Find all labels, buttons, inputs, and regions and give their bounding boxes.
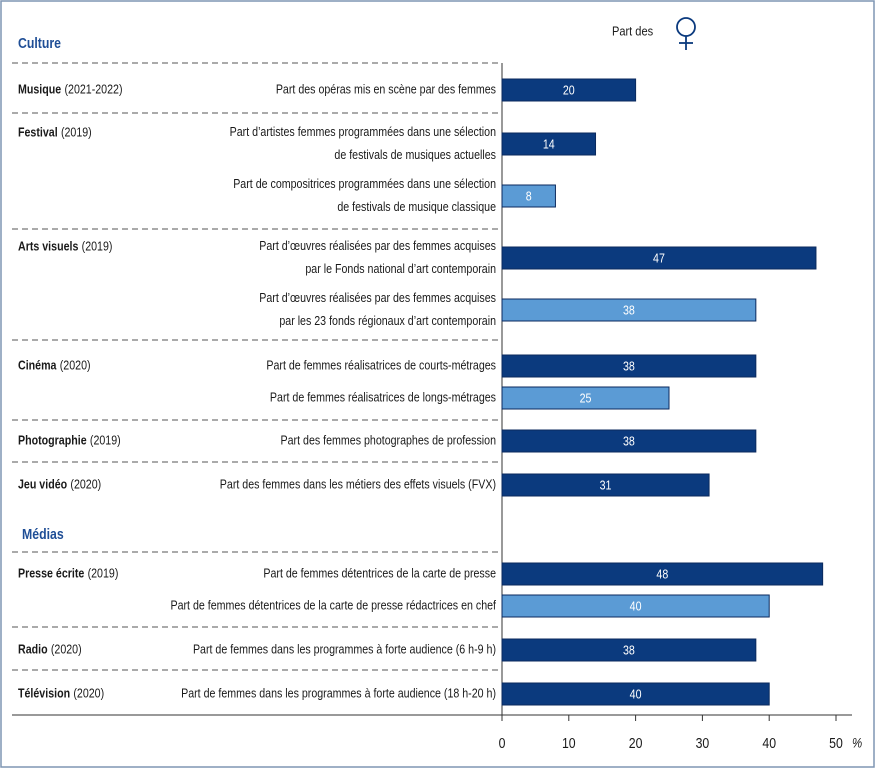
group-label: Festival (2019) <box>18 124 92 139</box>
bar <box>501 184 556 208</box>
group-label: Cinéma (2020) <box>18 357 91 372</box>
bar <box>501 562 824 586</box>
bar <box>501 386 670 410</box>
row-label: Part de femmes détentrices de la carte d… <box>170 597 496 612</box>
section-title: Médias <box>22 526 64 542</box>
row-label: Part de femmes dans les programmes à for… <box>193 641 496 656</box>
group-period: (2020) <box>73 685 104 700</box>
bar <box>501 354 757 378</box>
bar <box>501 298 757 322</box>
group-name: Presse écrite <box>18 565 85 580</box>
row-label: Part de compositrices programmées dans u… <box>233 176 496 191</box>
group-period: (2021-2022) <box>64 81 122 96</box>
row-label: Part des femmes photographes de professi… <box>281 432 496 447</box>
group-name: Radio <box>18 641 48 656</box>
value-label: 25 <box>580 390 592 405</box>
row-label: Part de femmes réalisatrices de longs-mé… <box>270 389 496 404</box>
x-tick-label: 30 <box>696 735 710 751</box>
value-label: 38 <box>623 302 635 317</box>
group-label: Arts visuels (2019) <box>18 238 112 253</box>
value-label: 31 <box>600 477 612 492</box>
row-label: de festivals de musique classique <box>337 199 496 214</box>
value-label: 48 <box>656 566 668 581</box>
legend-label: Part des <box>612 24 653 39</box>
value-label: 14 <box>543 136 555 151</box>
x-tick-label: 20 <box>629 735 643 751</box>
group-name: Photographie <box>18 432 87 447</box>
section-title: Culture <box>18 35 61 51</box>
bar <box>501 682 770 706</box>
group-period: (2019) <box>82 238 113 253</box>
row-label: Part d’artistes femmes programmées dans … <box>230 124 496 139</box>
value-label: 38 <box>623 358 635 373</box>
value-label: 47 <box>653 250 665 265</box>
group-label: Jeu vidéo (2020) <box>18 476 101 491</box>
group-period: (2020) <box>70 476 101 491</box>
row-label: Part d’œuvres réalisées par des femmes a… <box>259 238 496 253</box>
x-tick-label: 40 <box>762 735 776 751</box>
group-label: Photographie (2019) <box>18 432 121 447</box>
female-symbol <box>676 17 696 50</box>
group-period: (2020) <box>51 641 82 656</box>
x-unit: % <box>852 735 862 751</box>
row-label: Part des femmes dans les métiers des eff… <box>220 476 496 491</box>
row-label: Part des opéras mis en scène par des fem… <box>276 81 496 96</box>
group-label: Presse écrite (2019) <box>18 565 118 580</box>
bar <box>501 78 637 102</box>
value-label: 38 <box>623 433 635 448</box>
value-label: 20 <box>563 82 575 97</box>
group-name: Télévision <box>18 685 70 700</box>
group-period: (2019) <box>90 432 121 447</box>
group-label: Radio (2020) <box>18 641 82 656</box>
x-tick-label: 50 <box>829 735 843 751</box>
row-label: Part de femmes détentrices de la carte d… <box>263 565 496 580</box>
value-label: 8 <box>526 188 532 203</box>
group-name: Festival <box>18 124 58 139</box>
x-tick-label: 0 <box>499 735 506 751</box>
group-period: (2019) <box>88 565 119 580</box>
value-label: 40 <box>630 598 642 613</box>
row-label: Part de femmes dans les programmes à for… <box>181 685 496 700</box>
group-name: Arts visuels <box>18 238 79 253</box>
bar <box>501 594 770 618</box>
row-label: par le Fonds national d’art contemporain <box>305 261 496 276</box>
group-label: Musique (2021-2022) <box>18 81 123 96</box>
bar <box>501 473 710 497</box>
bar <box>501 429 757 453</box>
bar <box>501 638 757 662</box>
group-name: Musique <box>18 81 62 96</box>
group-period: (2019) <box>61 124 92 139</box>
group-period: (2020) <box>60 357 91 372</box>
bar <box>501 246 817 270</box>
group-name: Cinéma <box>18 357 57 372</box>
row-label: de festivals de musiques actuelles <box>334 147 496 162</box>
group-label: Télévision (2020) <box>18 685 104 700</box>
bar <box>501 132 597 156</box>
row-label: Part de femmes réalisatrices de courts-m… <box>266 357 496 372</box>
row-label: Part d’œuvres réalisées par des femmes a… <box>259 290 496 305</box>
value-label: 38 <box>623 642 635 657</box>
x-tick-label: 10 <box>562 735 576 751</box>
value-label: 40 <box>630 686 642 701</box>
group-name: Jeu vidéo <box>18 476 67 491</box>
row-label: par les 23 fonds régionaux d’art contemp… <box>279 313 496 328</box>
